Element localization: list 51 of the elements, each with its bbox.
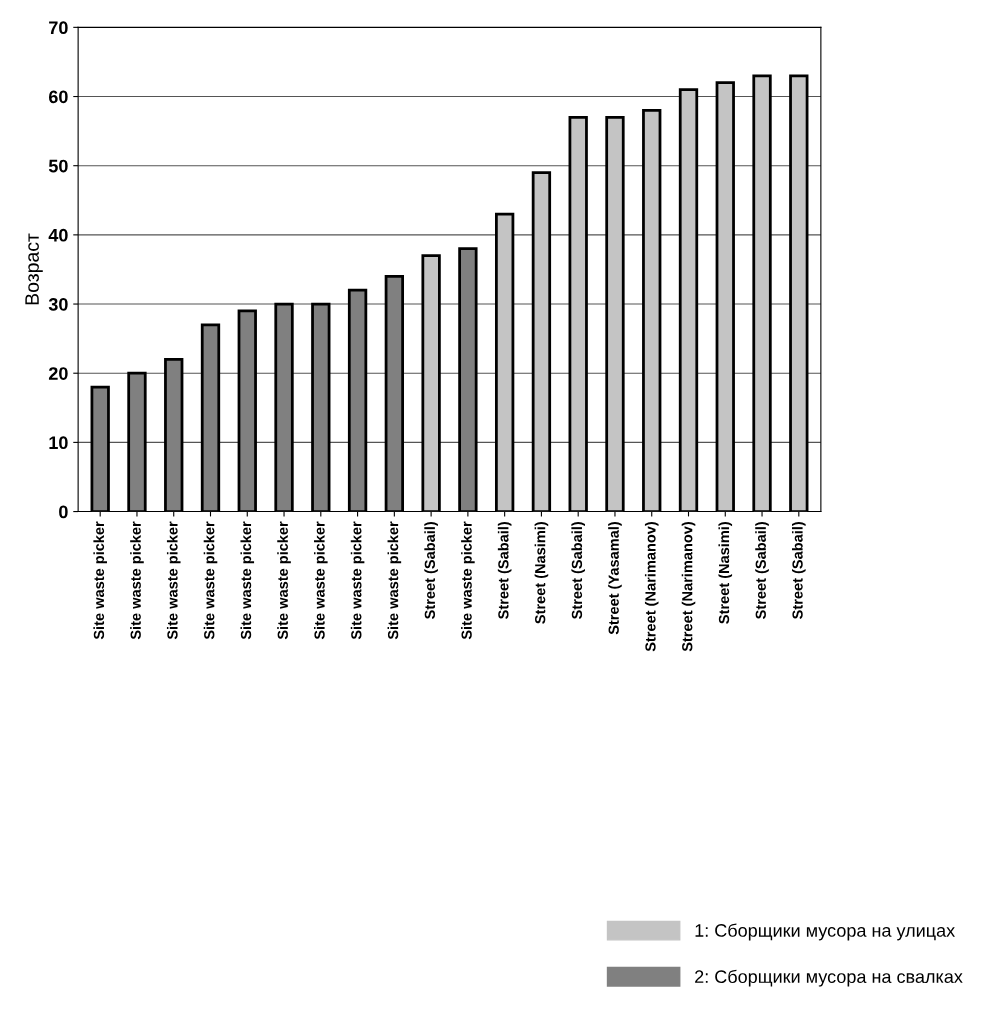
bar <box>90 385 110 512</box>
bar <box>531 171 552 512</box>
y-tick-label: 60 <box>48 90 68 104</box>
x-tick-label: Site waste picker <box>277 521 291 640</box>
x-tick-label: Site waste picker <box>130 521 144 640</box>
bar <box>347 288 368 512</box>
x-tick-label: Site waste picker <box>166 521 181 640</box>
x-tick-label: Site waste picker <box>93 521 107 640</box>
x-tick-label: Site waste picker <box>461 521 475 640</box>
x-tick-label: Site waste picker <box>350 521 365 640</box>
bar <box>789 74 809 512</box>
x-tick-label: Site waste picker <box>387 521 402 640</box>
x-tick-label: Street (Narimanov) <box>681 522 696 652</box>
legend-label: 2: Сборщики мусора на свалках <box>695 969 963 987</box>
x-tick-label: Street (Nasimi) <box>534 522 549 624</box>
x-tick-label: Street (Sabail) <box>792 522 806 619</box>
bar <box>200 323 221 512</box>
bar <box>752 74 772 512</box>
x-tick-label: Street (Sabail) <box>571 522 585 619</box>
bar <box>458 247 478 512</box>
bar <box>715 81 735 512</box>
y-tick-label: 20 <box>48 367 68 380</box>
x-tick-label: Street (Nasimi) <box>718 522 733 624</box>
x-tick-label: Street (Yasamal) <box>608 522 622 635</box>
bar <box>568 115 588 512</box>
bar <box>678 88 699 512</box>
bar <box>311 302 331 512</box>
x-tick-label: Street (Sabail) <box>497 522 512 619</box>
bar <box>642 108 662 512</box>
x-tick-label: Street (Sabail) <box>424 522 438 619</box>
x-tick-label: Site waste picker <box>203 521 218 640</box>
bar <box>605 115 625 512</box>
y-tick-label: 10 <box>49 436 68 450</box>
y-tick-label: 30 <box>48 297 68 311</box>
bar <box>127 371 147 512</box>
x-tick-label: Site waste picker <box>314 521 328 640</box>
y-axis-title: Возраст <box>25 233 43 305</box>
bar <box>384 274 405 512</box>
bar <box>237 309 257 512</box>
bar <box>274 302 294 512</box>
y-tick-label: 70 <box>49 21 68 35</box>
y-tick-label: 40 <box>48 228 68 242</box>
bar <box>164 357 184 512</box>
x-tick-label: Street (Sabail) <box>755 522 769 619</box>
x-tick-label: Street (Narimanov) <box>644 522 659 652</box>
x-tick-label: Site waste picker <box>240 521 255 640</box>
y-tick-label: 50 <box>48 159 68 173</box>
bar <box>494 212 515 512</box>
bar <box>421 254 441 512</box>
legend-label: 1: Сборщики мусора на улицах <box>695 923 955 941</box>
y-tick-label: 0 <box>59 505 68 519</box>
